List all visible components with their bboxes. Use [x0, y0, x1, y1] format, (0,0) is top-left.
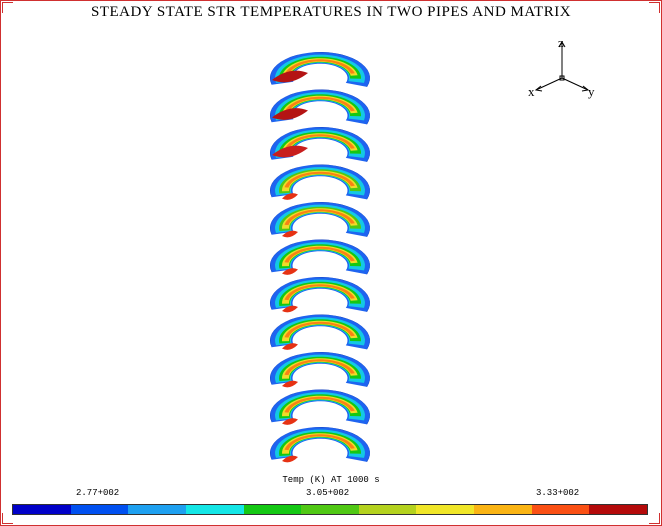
plot-title: STEADY STATE STR TEMPERATURES IN TWO PIP…: [90, 4, 572, 20]
slice-hot-spot: [282, 230, 298, 238]
legend-title: Temp (K) AT 1000 s: [282, 475, 380, 485]
temperature-slice: [270, 277, 370, 313]
temperature-slice: [270, 239, 370, 275]
temperature-slice: [270, 127, 370, 162]
legend-swatch-9: [531, 505, 590, 514]
slice-band-4: [284, 134, 355, 151]
slice-band-4: [284, 96, 355, 113]
slice-band-4: [284, 59, 355, 76]
triad-origin: [559, 75, 565, 81]
temperature-slice: [270, 427, 370, 463]
slice-band-4: [284, 321, 355, 338]
x-axis-label: x: [528, 84, 535, 99]
temperature-slice: [270, 202, 370, 238]
y-axis-label: y: [588, 84, 595, 99]
slice-band-4: [284, 209, 355, 226]
coordinate-triad: z x y: [528, 36, 595, 99]
legend-swatch-8: [474, 505, 532, 514]
temperature-slice: [270, 314, 370, 350]
frame-corner-bottom-right: [649, 513, 660, 524]
temperature-slice: [270, 164, 370, 200]
slice-hot-spot: [282, 305, 298, 313]
y-axis-line: [561, 77, 589, 91]
color-legend-bar: [12, 504, 648, 515]
slice-hot-spot: [282, 380, 298, 388]
slice-hot-spot: [272, 145, 308, 158]
z-arrowhead: [558, 41, 566, 48]
legend-label-min: 2.77+002: [76, 488, 120, 498]
z-axis-label: z: [558, 36, 564, 50]
model-view: [270, 52, 370, 463]
temperature-slice: [270, 389, 370, 425]
x-axis-line: [535, 77, 563, 91]
slice-hot-spot: [272, 70, 308, 83]
legend-swatch-3: [185, 505, 244, 514]
slice-band-4: [284, 284, 355, 301]
slice-hot-spot: [282, 455, 298, 463]
legend-label-mid: 3.05+002: [306, 488, 350, 498]
slice-hot-spot: [282, 343, 298, 350]
temperature-slice: [270, 352, 370, 388]
legend-swatch-7: [416, 505, 475, 514]
slice-hot-spot: [272, 108, 308, 120]
frame-corner-top-right: [649, 2, 660, 13]
legend-swatch-0: [13, 505, 71, 514]
y-arrowhead: [581, 85, 590, 92]
slice-band-4: [284, 359, 355, 376]
legend-label-max: 3.33+002: [536, 488, 580, 498]
slice-hot-spot: [282, 418, 298, 425]
slice-band-4: [284, 171, 355, 188]
slice-band-4: [284, 434, 355, 451]
temperature-slice: [270, 52, 370, 87]
slice-band-4: [284, 246, 355, 263]
frame-corner-bottom-left: [2, 513, 13, 524]
legend-swatch-10: [589, 505, 648, 514]
slice-hot-spot: [282, 193, 298, 200]
legend-swatch-2: [128, 505, 186, 514]
legend-swatch-6: [358, 505, 417, 514]
temperature-slice: [270, 89, 370, 125]
slice-hot-spot: [282, 268, 298, 275]
legend-swatch-5: [301, 505, 359, 514]
legend-swatch-4: [243, 505, 302, 514]
x-arrowhead: [534, 85, 543, 92]
slice-band-4: [284, 396, 355, 413]
legend-swatch-1: [70, 505, 129, 514]
frame-corner-top-left: [2, 2, 13, 13]
